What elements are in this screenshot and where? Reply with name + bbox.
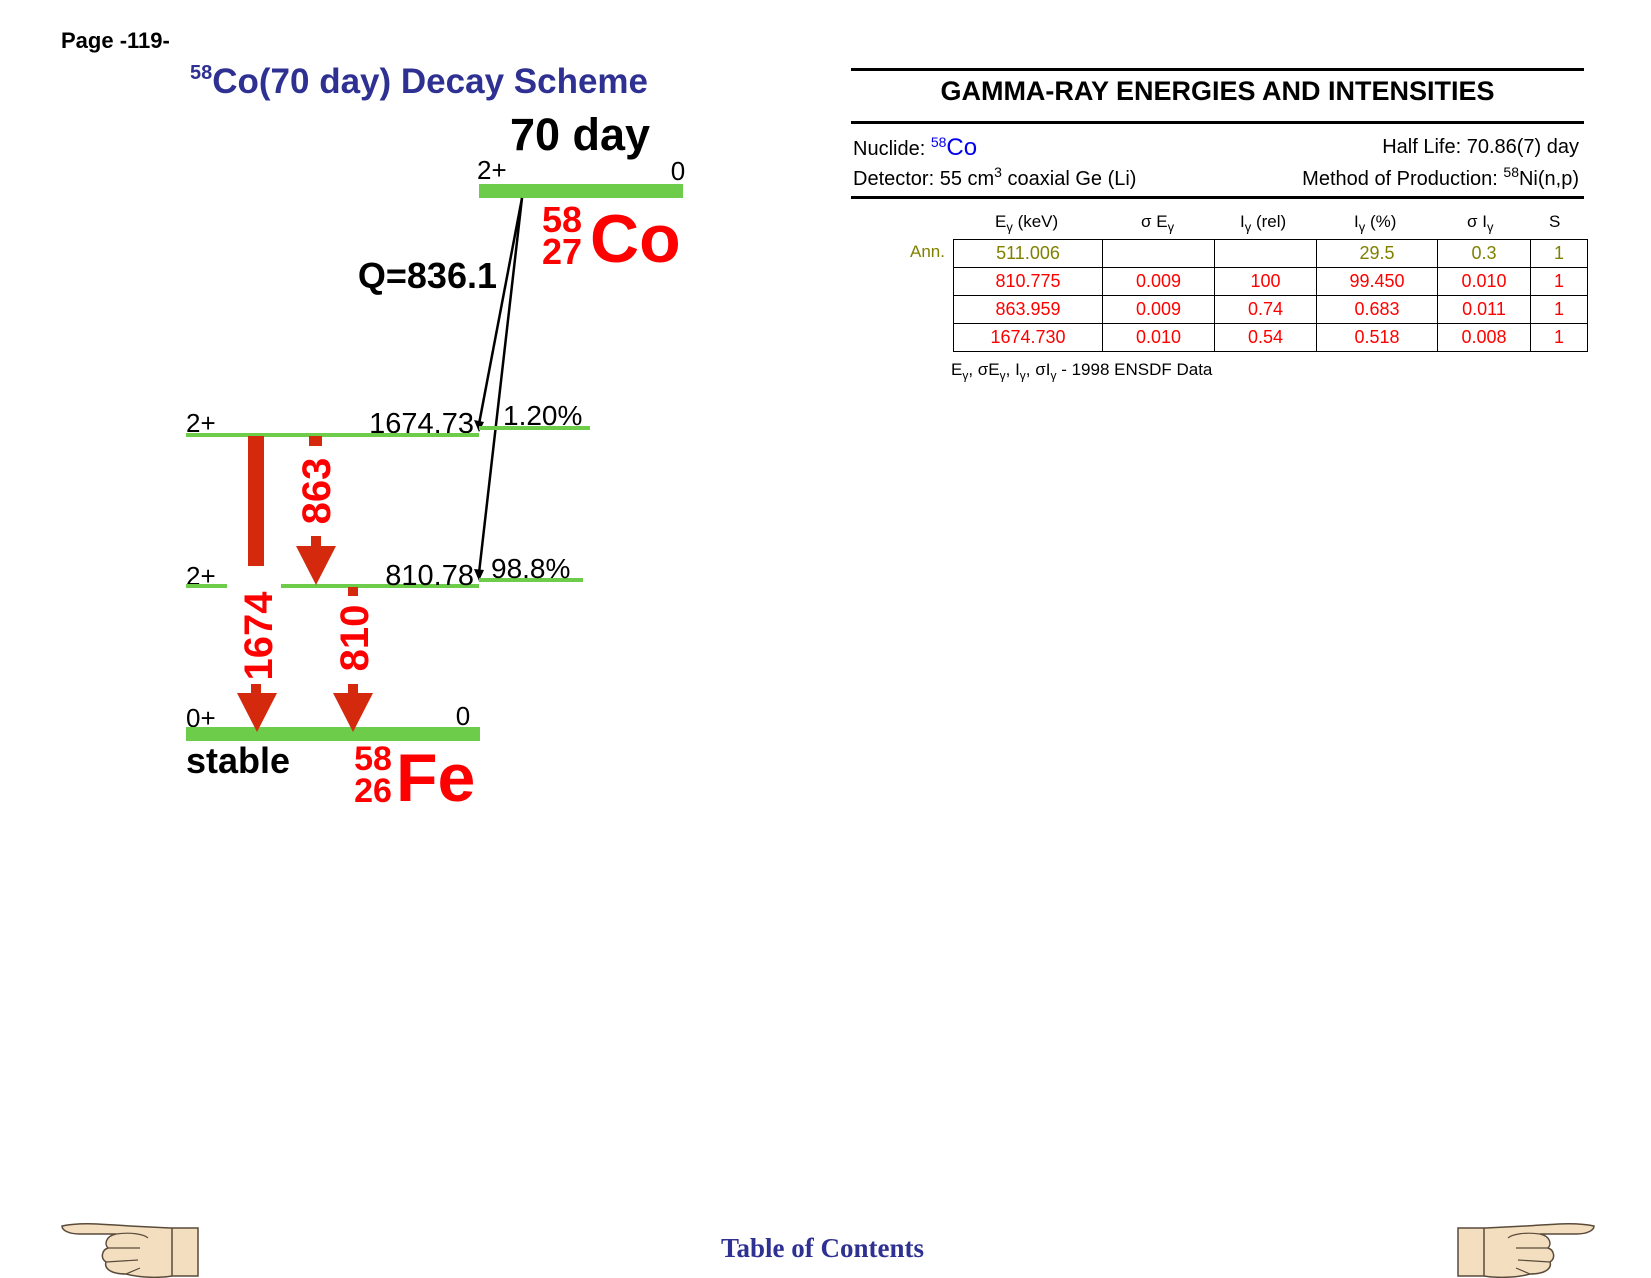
gamma-table: 511.006 29.5 0.3 1 810.775 0.009 100 99.…	[953, 239, 1588, 352]
table-cell: 0.008	[1437, 323, 1531, 352]
gamma-863-bar-upper	[309, 436, 322, 446]
parent-level-bar	[479, 184, 683, 198]
parent-mass-number: 58	[542, 199, 582, 240]
parent-atomic-number: 27	[542, 231, 582, 272]
col-header-s: S	[1549, 212, 1561, 231]
nuclide-mass: 58	[930, 134, 947, 150]
gamma-1674-arrow-head	[237, 693, 277, 732]
decay-scheme-title: 58Co(70 day) Decay Scheme	[190, 62, 648, 102]
table-cell: 1674.730	[953, 323, 1103, 352]
method-pre: Method of Production:	[1302, 168, 1504, 190]
table-row: 1674.730 0.010 0.54 0.518 0.008 1	[953, 323, 1588, 352]
table-cell: 1	[1530, 323, 1588, 352]
table-cell	[1102, 239, 1215, 268]
table-cell: 1	[1530, 295, 1588, 324]
beta-arrow-to-810	[477, 197, 524, 574]
gamma-1674-label: 1674	[237, 591, 281, 681]
title-text: Co(70 day) Decay Scheme	[212, 62, 649, 101]
nuclide-symbol: Co	[946, 134, 978, 161]
gamma-1674-bar-upper	[248, 436, 264, 566]
gamma-1674-bar-lower	[251, 684, 261, 693]
daughter-status: stable	[186, 740, 290, 781]
footnote-source: 1998 ENSDF Data	[1071, 360, 1213, 379]
table-cell: 99.450	[1316, 267, 1438, 296]
page-label: Page -119-	[61, 28, 170, 53]
gamma-810-arrow-head	[333, 693, 373, 732]
gamma-863-bar-lower	[311, 536, 321, 546]
table-cell: 29.5	[1316, 239, 1438, 268]
q-value: Q=836.1	[358, 255, 497, 296]
col-header-energy: Eγ (keV)	[995, 212, 1059, 235]
next-page-hand-icon[interactable]	[1450, 1218, 1596, 1278]
level-1674-branch: 1.20%	[503, 400, 582, 431]
table-cell: 1	[1530, 239, 1588, 268]
table-row: 810.775 0.009 100 99.450 0.010 1	[953, 267, 1588, 296]
half-life: Half Life: 70.86(7) day	[1382, 136, 1579, 158]
gamma-810-label: 810	[333, 605, 377, 672]
table-cell: 0.011	[1437, 295, 1531, 324]
nuclide-value: 58Co	[931, 134, 977, 161]
detector-info: Detector: 55 cm3 coaxial Ge (Li)	[853, 164, 1136, 191]
nuclide-info: Nuclide: 58Co	[853, 134, 977, 162]
table-cell: 100	[1214, 267, 1317, 296]
gamma-header-box	[851, 68, 1584, 124]
col-header-intensity-rel: Iγ (rel)	[1240, 212, 1287, 235]
method-sup: 58	[1503, 164, 1519, 180]
table-cell: 0.518	[1316, 323, 1438, 352]
daughter-mass-number: 58	[354, 740, 392, 778]
parent-symbol: Co	[590, 201, 681, 277]
detector-pre: Detector: 55 cm	[853, 168, 995, 190]
table-cell: 0.010	[1437, 267, 1531, 296]
table-cell: 810.775	[953, 267, 1103, 296]
parent-energy: 0	[671, 156, 685, 186]
ground-level-bar	[186, 727, 480, 741]
title-mass-number: 58	[190, 62, 213, 84]
method-post: Ni(n,p)	[1518, 168, 1579, 190]
table-cell: 0.009	[1102, 295, 1215, 324]
decay-scheme-diagram: 70 day 2+ 0 58 27 Co Q=836.1 2+ 1674.73 …	[186, 109, 685, 816]
table-row: 863.959 0.009 0.74 0.683 0.011 1	[953, 295, 1588, 324]
info-divider	[851, 196, 1584, 199]
daughter-symbol: Fe	[396, 740, 475, 816]
table-cell: 0.009	[1102, 267, 1215, 296]
table-cell	[1214, 239, 1317, 268]
level-810-energy: 810.78	[385, 560, 474, 592]
table-row: 511.006 29.5 0.3 1	[953, 239, 1588, 268]
detector-post: coaxial Ge (Li)	[1001, 168, 1137, 190]
detector-sup: 3	[994, 164, 1002, 180]
col-header-sigma-energy: σ Eγ	[1141, 212, 1175, 235]
ground-level-energy: 0	[456, 701, 470, 731]
gamma-810-bar-upper	[348, 587, 358, 596]
table-cell: 0.010	[1102, 323, 1215, 352]
gamma-863-label: 863	[295, 458, 339, 525]
beta-arrow-head-810	[474, 569, 484, 581]
daughter-atomic-number: 26	[354, 772, 392, 810]
col-header-intensity-pct: Iγ (%)	[1354, 212, 1397, 235]
parent-half-life: 70 day	[510, 109, 650, 160]
table-of-contents-link[interactable]: Table of Contents	[721, 1233, 925, 1263]
gamma-810-bar-lower	[348, 684, 358, 693]
level-810-branch: 98.8%	[491, 553, 570, 584]
table-cell: 0.3	[1437, 239, 1531, 268]
parent-spin: 2+	[477, 155, 507, 185]
col-header-sigma-intensity: σ Iγ	[1467, 212, 1494, 235]
table-cell: 511.006	[953, 239, 1103, 268]
annihilation-label: Ann.	[910, 242, 945, 261]
gamma-table-title: GAMMA-RAY ENERGIES AND INTENSITIES	[940, 76, 1495, 106]
table-cell: 1	[1530, 267, 1588, 296]
table-cell: 0.54	[1214, 323, 1317, 352]
method-of-production: Method of Production: 58Ni(n,p)	[1302, 164, 1579, 191]
previous-page-hand-icon[interactable]	[60, 1218, 206, 1278]
gamma-863-arrow-head	[296, 546, 336, 585]
nuclide-label: Nuclide:	[853, 138, 926, 160]
table-cell: 0.683	[1316, 295, 1438, 324]
table-footnote: Eγ, σEγ, Iγ, σIγ - 1998 ENSDF Data	[951, 360, 1213, 383]
table-cell: 0.74	[1214, 295, 1317, 324]
beta-arrow-to-1674	[477, 197, 524, 425]
table-cell: 863.959	[953, 295, 1103, 324]
